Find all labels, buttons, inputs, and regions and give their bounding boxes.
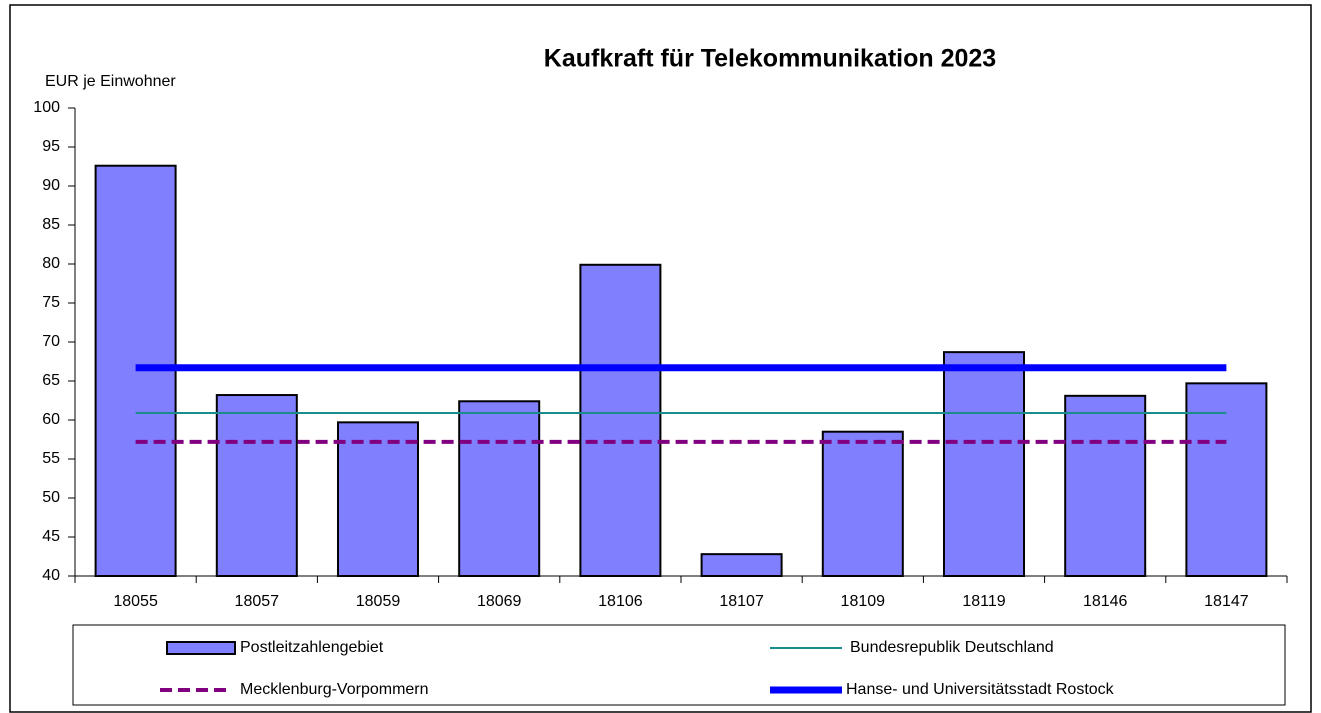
bar <box>821 430 904 578</box>
y-tick-label: 95 <box>42 138 60 155</box>
x-tick-label: 18107 <box>719 593 764 610</box>
bar <box>700 553 783 577</box>
chart-title: Kaufkraft für Telekommunikation 2023 <box>544 45 996 73</box>
chart-border <box>9 4 1312 713</box>
bar <box>579 263 662 577</box>
bar <box>337 421 419 577</box>
x-tick-label: 18055 <box>113 593 158 610</box>
bar <box>1185 382 1268 577</box>
legend-label: Bundesrepublik Deutschland <box>850 639 1054 656</box>
y-tick-label: 85 <box>42 216 60 233</box>
x-tick-label: 18147 <box>1204 593 1249 610</box>
legend-label: Hanse- und Universitätsstadt Rostock <box>846 681 1115 698</box>
x-tick-label: 18106 <box>598 593 643 610</box>
legend-label: Postleitzahlengebiet <box>240 639 384 656</box>
x-tick-label: 18059 <box>356 593 401 610</box>
y-tick-label: 60 <box>42 411 60 428</box>
legend-label: Mecklenburg-Vorpommern <box>240 681 429 698</box>
x-tick-label: 18119 <box>962 593 1005 610</box>
legend-swatch <box>166 641 236 655</box>
bar <box>215 394 298 578</box>
y-tick-label: 75 <box>42 294 60 311</box>
bar <box>1064 394 1147 577</box>
x-tick-label: 18146 <box>1083 593 1128 610</box>
bar <box>943 351 1025 578</box>
y-tick-label: 70 <box>42 333 60 350</box>
y-tick-label: 40 <box>42 567 60 584</box>
y-tick-label: 65 <box>42 372 60 389</box>
y-tick-label: 90 <box>42 177 60 194</box>
x-tick-label: 18069 <box>477 593 522 610</box>
y-axis-label: EUR je Einwohner <box>45 73 176 90</box>
y-tick-label: 50 <box>42 489 60 506</box>
y-tick-label: 100 <box>33 99 60 116</box>
y-tick-label: 55 <box>42 450 60 467</box>
legend-box <box>72 624 1286 706</box>
bar <box>458 400 541 577</box>
x-tick-label: 18057 <box>235 593 280 610</box>
x-tick-label: 18109 <box>841 593 886 610</box>
y-tick-label: 80 <box>42 255 60 272</box>
y-tick-label: 45 <box>42 528 60 545</box>
